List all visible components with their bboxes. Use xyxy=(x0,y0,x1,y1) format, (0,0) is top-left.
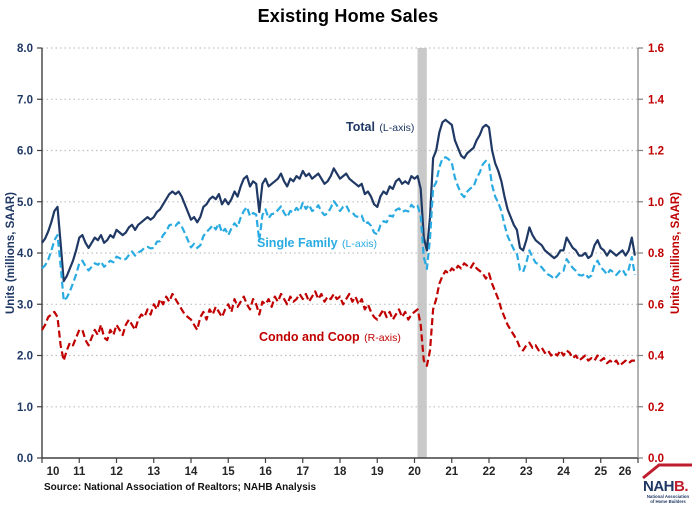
series-label-total: Total (L-axis) xyxy=(346,118,414,136)
x-axis-tick-label: 14 xyxy=(185,466,198,478)
right-axis-title: Units (millions, SAAR) xyxy=(670,192,682,314)
series-label-condo-coop-axis-note: (R-axis) xyxy=(364,332,401,344)
series-line-total xyxy=(41,118,636,283)
x-axis-tick-label: 26 xyxy=(619,466,632,478)
left-axis-tick-label: 5.0 xyxy=(17,197,33,209)
series-label-total-name: Total xyxy=(346,120,375,134)
right-axis-tick-label: 0.2 xyxy=(648,402,664,414)
recession-band xyxy=(417,48,427,458)
left-axis-tick-label: 0.0 xyxy=(17,453,33,465)
x-axis-tick-label: 15 xyxy=(222,466,235,478)
right-axis-tick-label: 0.4 xyxy=(648,351,665,363)
series-label-single-family-axis-note: (L-axis) xyxy=(342,238,378,250)
left-axis-tick-label: 6.0 xyxy=(17,146,33,158)
right-axis-tick-label: 1.4 xyxy=(648,94,665,106)
chart-title: Existing Home Sales xyxy=(257,6,439,26)
nahb-logo: NAHB. National Association of Home Build… xyxy=(641,461,695,505)
left-axis-tick-label: 1.0 xyxy=(17,402,33,414)
x-axis-tick-label: 16 xyxy=(259,466,272,478)
left-axis-tick-label: 8.0 xyxy=(17,43,33,55)
left-axis-tick-label: 7.0 xyxy=(17,94,33,106)
x-axis-tick-label: 10 xyxy=(47,466,60,478)
x-axis-tick-label: 22 xyxy=(483,466,496,478)
logo-tagline-line2: of Home Builders xyxy=(650,499,686,504)
x-axis-tick-label: 19 xyxy=(371,466,384,478)
x-axis-tick-label: 24 xyxy=(557,466,570,478)
logo-wordmark-red: B. xyxy=(674,478,688,495)
source-note: Source: National Association of Realtors… xyxy=(44,482,317,493)
x-axis-tick-label: 17 xyxy=(296,466,309,478)
logo-roof-icon xyxy=(642,463,692,480)
series-line-single-family xyxy=(41,156,636,302)
series-label-condo-coop-name: Condo and Coop xyxy=(259,330,360,344)
logo-wordmark: NAHB. xyxy=(643,478,688,495)
left-axis-tick-label: 3.0 xyxy=(17,299,33,311)
nahb-logo-graphic: NAHB. National Association of Home Build… xyxy=(642,463,692,504)
x-axis-tick-label: 20 xyxy=(408,466,421,478)
x-axis-tick-label: 11 xyxy=(73,466,86,478)
x-axis-tick-label: 12 xyxy=(110,466,123,478)
x-axis-tick-label: 18 xyxy=(334,466,347,478)
series-line-condo-coop xyxy=(41,262,635,367)
series-label-total-axis-note: (L-axis) xyxy=(379,122,415,134)
left-axis-tick-label: 4.0 xyxy=(17,248,33,260)
left-axis-title: Units (millions, SAAR) xyxy=(5,192,17,314)
right-axis-tick-label: 0.8 xyxy=(648,248,665,260)
right-axis-tick-label: 1.6 xyxy=(648,43,664,55)
x-axis-tick-label: 21 xyxy=(445,466,458,478)
left-axis-tick-label: 2.0 xyxy=(17,351,33,363)
x-axis-tick-label: 25 xyxy=(594,466,607,478)
x-axis-tick-label: 23 xyxy=(520,466,533,478)
right-axis-tick-label: 0.6 xyxy=(648,299,664,311)
series-label-condo-coop: Condo and Coop (R-axis) xyxy=(259,328,401,346)
logo-wordmark-navy: NAH xyxy=(643,478,674,495)
x-axis-tick-label: 13 xyxy=(147,466,160,478)
series-label-single-family: Single Family (L-axis) xyxy=(257,234,377,252)
right-axis-tick-label: 1.2 xyxy=(648,146,664,158)
right-axis-tick-label: 1.0 xyxy=(648,197,664,209)
logo-tagline-line1: National Association xyxy=(647,494,690,499)
series-label-single-family-name: Single Family xyxy=(257,236,338,250)
right-axis-tick-label: 0.0 xyxy=(648,453,664,465)
